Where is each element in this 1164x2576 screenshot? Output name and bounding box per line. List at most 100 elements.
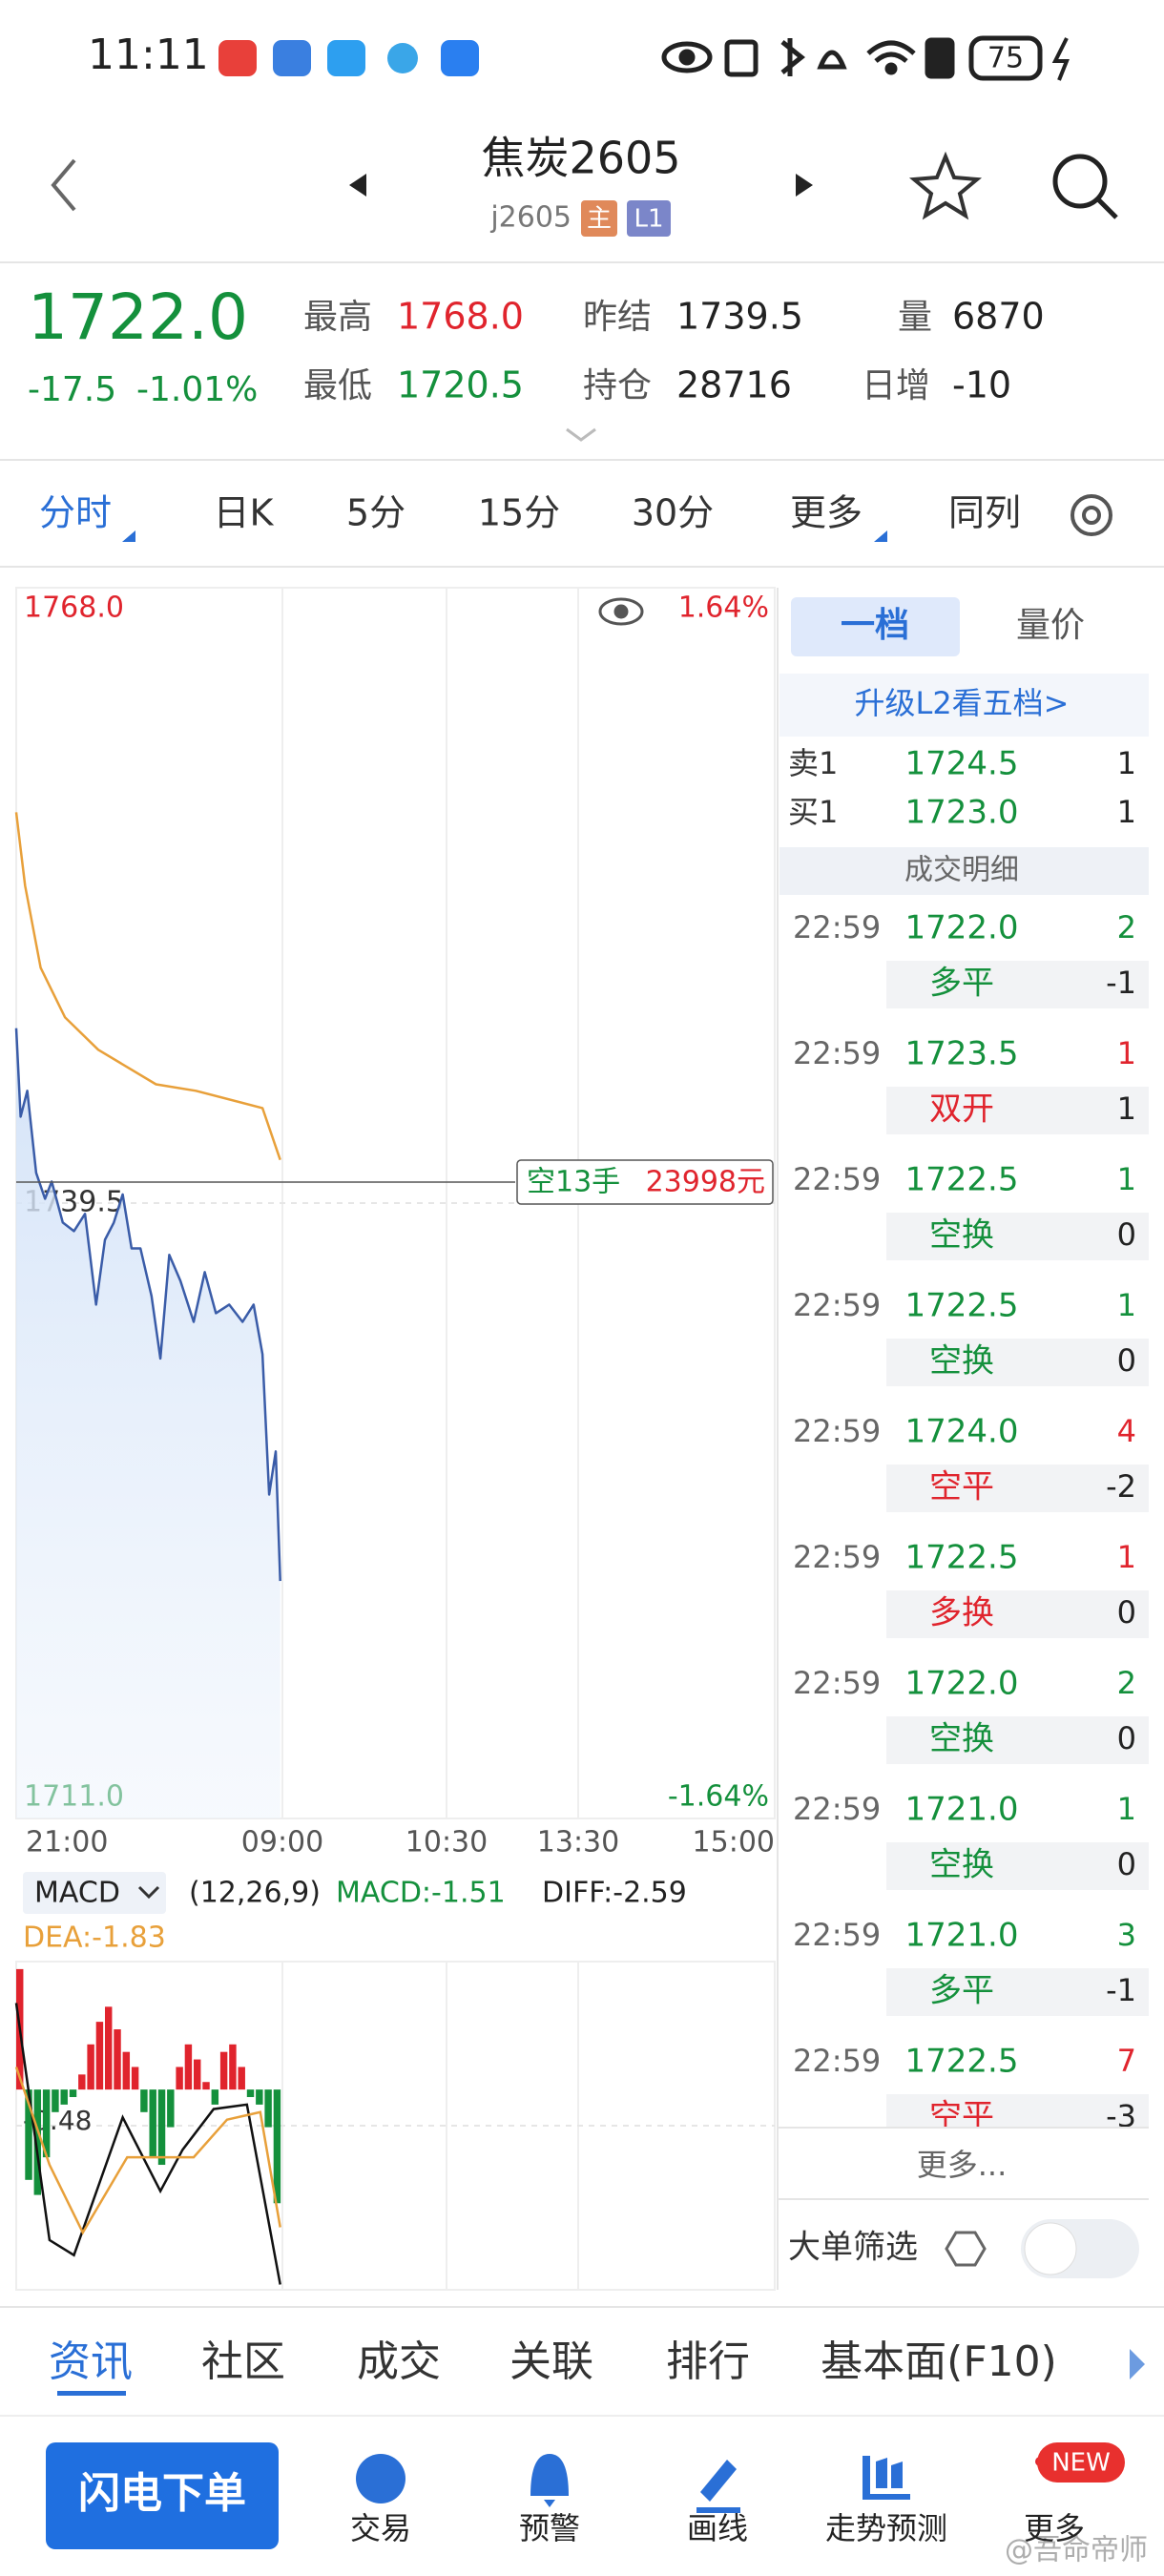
info-tab[interactable]: 排行 [666,2337,750,2386]
period-tab[interactable]: 30分 [632,492,714,534]
macd-bar [184,2044,193,2090]
level-price: 1724.5 [905,745,1019,783]
stat-label: 最高 [303,298,372,337]
trade-volume: 1 [1117,1539,1136,1575]
trade-type-bg [886,1968,1149,2016]
macd-bar [78,2074,86,2090]
search-button[interactable] [1052,154,1118,219]
trade-price: 1721.0 [905,1791,1019,1829]
pct-label: 1.64% [678,592,769,625]
trade-oi-change: -1 [1106,1972,1136,2008]
macd-bar [157,2089,166,2166]
period-tab[interactable]: 日K [214,492,275,534]
trade-oi-change: 0 [1117,1846,1136,1882]
next-contract[interactable] [796,174,813,197]
macd-bar [33,2089,42,2195]
status-app-icons [218,40,479,76]
upgrade-link[interactable]: 升级L2看五档> [854,685,1069,721]
macd-bar [194,2059,201,2090]
trade-type-bg [886,1213,1149,1260]
trade-oi-change: 0 [1117,1720,1136,1756]
macd-bar [176,2067,183,2090]
level-price: 1723.0 [905,794,1019,832]
nav-item[interactable]: 交易 [350,2510,411,2546]
big-order-filter: 大单筛选 [788,2229,918,2267]
prev-contract[interactable] [349,174,366,197]
info-tab[interactable]: 社区 [201,2337,285,2386]
trade-type-bg [886,1465,1149,1512]
info-tab[interactable]: 基本面(F10) [821,2337,1057,2386]
book-tab[interactable]: 一档 [841,606,909,645]
trade-type-bg [886,1716,1149,1764]
favorite-button[interactable] [908,151,983,220]
trade-volume: 1 [1117,1287,1136,1323]
trade-type: 多换 [929,1594,994,1632]
macd-line [14,2003,281,2285]
period-tab[interactable]: 15分 [478,492,560,534]
nav-item[interactable]: 更多 [1024,2510,1085,2546]
price-change-percent: -1.01% [136,370,258,409]
trade-type: 空换 [929,1720,994,1758]
status-system-icons [661,35,1070,81]
dea-readout: DEA:-1.83 [23,1922,166,1955]
trade-type: 空平 [929,1468,994,1506]
trade-oi-change: 1 [1117,1091,1136,1127]
indicator-selector[interactable] [23,1872,166,1914]
level-label: 卖1 [788,745,838,781]
price-change: -17.5 [28,370,116,409]
nav-item[interactable]: 预警 [519,2510,580,2546]
macd-line [14,2067,281,2235]
info-tab[interactable]: 关联 [509,2337,593,2386]
stat-label: 最低 [303,366,372,405]
new-badge: NEW [1051,2449,1111,2478]
contract-code: j2605 [489,201,572,235]
nav-item[interactable]: 走势预测 [825,2510,947,2546]
badge: L1 [634,205,663,234]
book-tab[interactable]: 量价 [1016,606,1085,645]
level-label: 买1 [788,794,838,830]
trade-time: 22:59 [793,1665,881,1701]
trade-time: 22:59 [793,1539,881,1575]
quick-order-label: 闪电下单 [78,2469,246,2518]
eye-toggle[interactable] [598,597,644,626]
tabs-scroll-arrow[interactable] [1130,2349,1145,2379]
trade-time: 22:59 [793,1035,881,1071]
trade-type-bg [886,961,1149,1008]
position-side: 空13手 [527,1166,620,1199]
macd-bar [246,2089,255,2098]
price-line [14,1028,281,1582]
info-tab[interactable]: 资讯 [49,2337,133,2386]
level-qty: 1 [1117,745,1136,781]
macd-bar [219,2051,228,2090]
nav-item[interactable]: 画线 [687,2510,748,2546]
macd-bar [95,2022,104,2090]
macd-bar [229,2044,237,2090]
expand-icon[interactable] [566,427,596,442]
trade-price: 1723.5 [905,1035,1019,1073]
info-tab[interactable]: 成交 [357,2337,441,2386]
watermark: @吾命帝师 [1005,2534,1148,2567]
period-tab[interactable]: 5分 [346,492,405,534]
macd-bar [256,2089,263,2105]
macd-bar [131,2067,139,2090]
tab-indicator [874,530,887,542]
period-tab[interactable]: 分时 [39,492,112,534]
period-tab[interactable]: 更多 [790,492,863,534]
trade-oi-change: 0 [1117,1342,1136,1379]
back-button[interactable] [51,158,76,212]
macd-bar [149,2089,156,2158]
macd-readout: MACD:-1.51 [336,1877,506,1910]
quick-order-button[interactable] [46,2442,279,2549]
macd-bar [60,2089,68,2105]
period-tab[interactable]: 同列 [948,492,1021,534]
settings-button[interactable] [1070,494,1112,536]
stat-value: 28716 [676,364,792,406]
tab-underline [57,2391,126,2396]
macd-bar [52,2089,59,2112]
trade-type-bg [886,1339,1149,1386]
upgrade-bg [779,674,1149,737]
trade-time: 22:59 [793,1917,881,1953]
more-trades[interactable]: 更多... [917,2147,1008,2183]
trade-time: 22:59 [793,1791,881,1827]
